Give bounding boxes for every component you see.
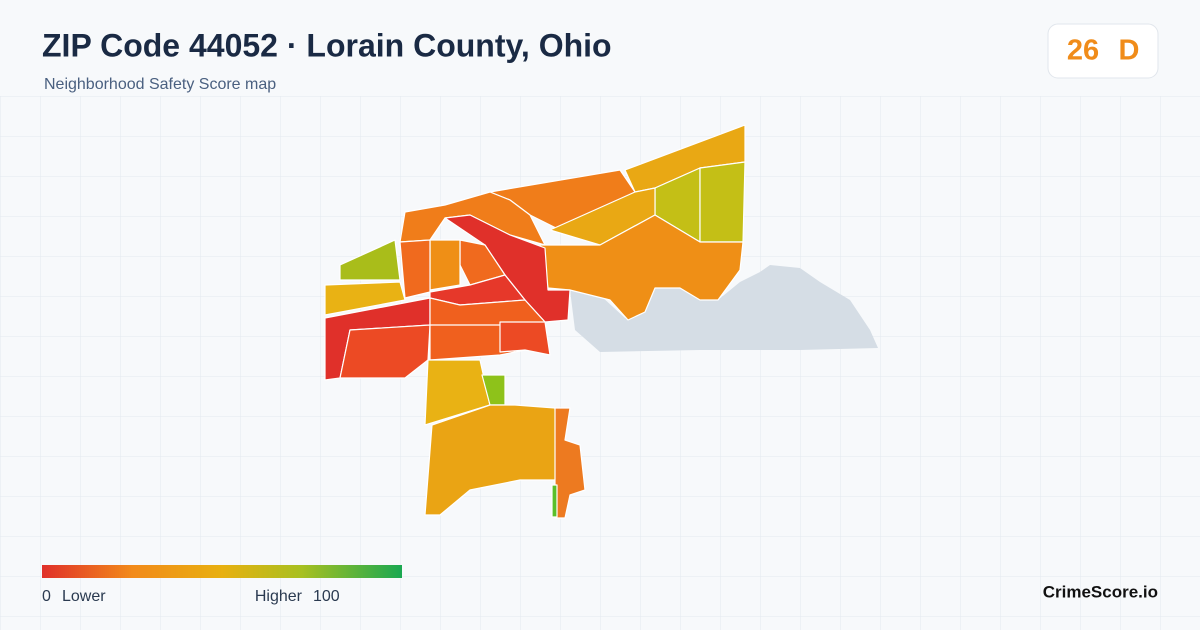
score-value: 26	[1067, 35, 1099, 67]
region	[554, 407, 586, 519]
region	[339, 324, 431, 379]
title: ZIP Code 44052 · Lorain County, Ohio	[42, 27, 612, 63]
region	[551, 484, 558, 518]
subtitle: Neighborhood Safety Score map	[44, 76, 276, 93]
brand: CrimeScore.io	[1043, 582, 1158, 601]
region	[699, 161, 746, 243]
region	[339, 239, 401, 281]
legend-max-label: Higher	[255, 588, 303, 605]
map	[324, 124, 878, 519]
region	[539, 214, 744, 321]
region	[399, 239, 431, 299]
legend-max: 100	[313, 588, 340, 605]
region	[424, 404, 559, 516]
score-badge	[1047, 23, 1159, 79]
legend-min-label: Lower	[62, 588, 106, 605]
region	[429, 239, 461, 291]
region	[499, 321, 551, 356]
legend-scale	[42, 565, 402, 578]
score-grade: D	[1119, 35, 1140, 67]
region	[324, 281, 406, 316]
lake	[570, 265, 878, 352]
region	[549, 187, 656, 246]
legend-min: 0	[42, 588, 51, 605]
